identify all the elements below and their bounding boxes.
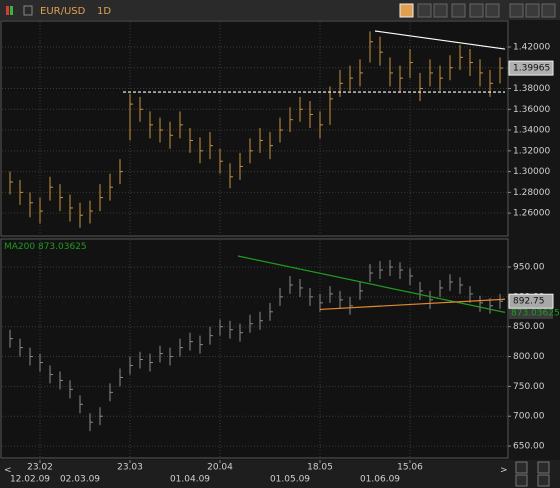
toolbar-button[interactable] — [541, 3, 556, 18]
symbol: EUR/USD — [40, 6, 86, 17]
trendline — [374, 30, 506, 50]
icon — [23, 5, 33, 16]
y-tick-label: 650.00 — [513, 442, 545, 452]
last-value-box — [508, 60, 554, 76]
last-value-label: 892.75 — [513, 297, 545, 307]
y-tick-label: 850.00 — [513, 322, 545, 332]
toolbar-button[interactable] — [451, 3, 466, 18]
toolbar-button[interactable] — [509, 3, 524, 18]
y-tick-label: 1.42000 — [513, 42, 550, 52]
x-tick-label: 23.02 — [27, 463, 53, 473]
last-value-label: 1.39965 — [513, 64, 550, 74]
x-date-label: 12.02.09 — [10, 475, 50, 485]
y-tick-label: 1.34000 — [513, 126, 550, 136]
trendline — [237, 255, 506, 313]
toolbar-button[interactable] — [485, 3, 500, 18]
x-tick-label: 18.05 — [307, 463, 333, 473]
indicator-panel — [0, 238, 509, 459]
x-date-label: 01.06.09 — [360, 475, 400, 485]
toolbar — [399, 3, 556, 18]
indicator-legend: MA200 873.03625 — [4, 242, 87, 252]
zoom-out[interactable] — [515, 461, 528, 474]
y-tick-label: 1.32000 — [513, 146, 550, 156]
toolbar-button[interactable] — [417, 3, 432, 18]
timeframe[interactable]: 1D — [97, 6, 111, 17]
zoom-in[interactable] — [515, 474, 528, 487]
y-tick-label: 950.00 — [513, 263, 545, 273]
toolbar-button[interactable] — [433, 3, 448, 18]
x-tick-label: 15.06 — [397, 463, 423, 473]
scroll-right[interactable]: > — [500, 466, 508, 476]
resize-button[interactable] — [537, 474, 550, 487]
indicator-marker — [509, 306, 553, 319]
x-date-label: 01.05.09 — [270, 475, 310, 485]
x-date-label: 01.04.09 — [170, 475, 210, 485]
y-tick-label: 700.00 — [513, 412, 545, 422]
y-tick-label: 800.00 — [513, 352, 545, 362]
y-tick-label: 1.28000 — [513, 188, 550, 198]
x-date-label: 02.03.09 — [60, 475, 100, 485]
toolbar-button[interactable] — [399, 3, 414, 18]
time-axis — [0, 460, 560, 488]
price-panel — [0, 20, 509, 237]
resize-button[interactable] — [537, 461, 550, 474]
indicator-value: 873.03625 — [38, 242, 87, 252]
y-tick-label: 1.26000 — [513, 209, 550, 219]
x-tick-label: 20.04 — [207, 463, 233, 473]
last-value-box — [508, 293, 554, 309]
icon — [10, 6, 13, 15]
scroll-left[interactable]: < — [4, 466, 12, 476]
y-tick-label: 1.38000 — [513, 84, 550, 94]
toolbar-button[interactable] — [525, 3, 540, 18]
indicator-name: MA200 — [4, 242, 35, 252]
x-tick-label: 23.03 — [117, 463, 143, 473]
trendline — [319, 298, 506, 311]
toolbar-button[interactable] — [469, 3, 484, 18]
icon — [6, 6, 9, 15]
y-tick-label: 1.30000 — [513, 167, 550, 177]
indicator-marker-label: 873.03625 — [511, 308, 560, 318]
y-tick-label: 1.36000 — [513, 105, 550, 115]
y-tick-label: 750.00 — [513, 382, 545, 392]
